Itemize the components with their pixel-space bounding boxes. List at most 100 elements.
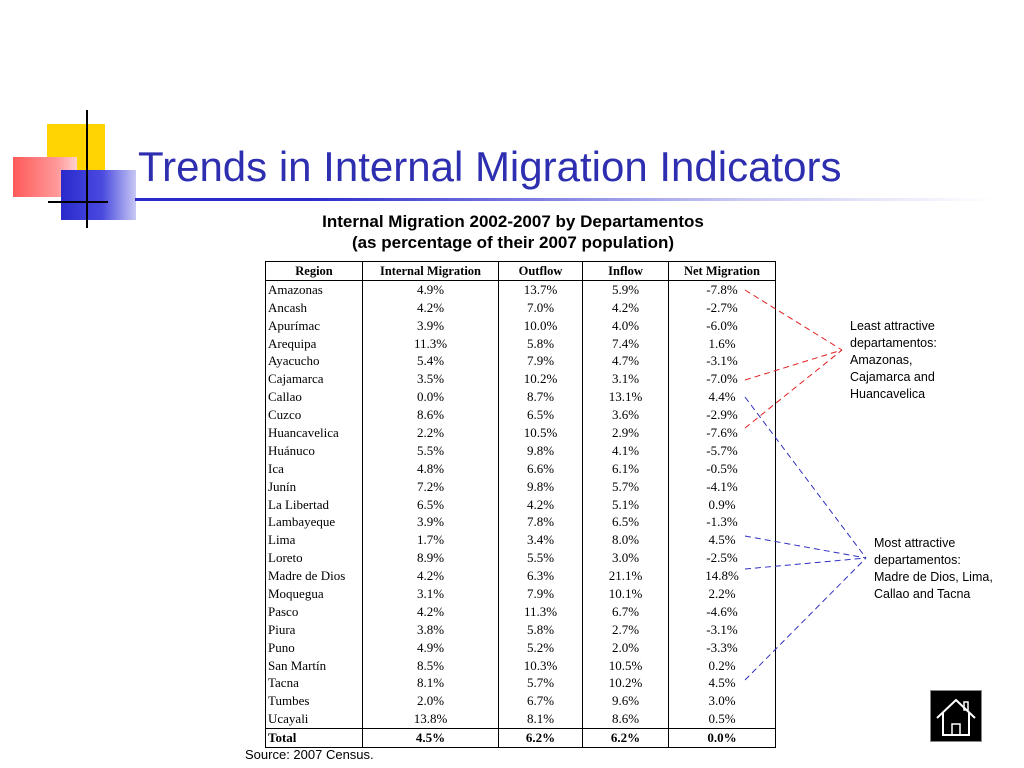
header-outflow: Outflow bbox=[498, 261, 583, 281]
cell-outflow: 5.7% bbox=[498, 674, 583, 693]
cell-internal-migration: 0.0% bbox=[362, 388, 499, 407]
cell-inflow: 4.1% bbox=[582, 441, 669, 460]
cell-internal-migration: 7.2% bbox=[362, 477, 499, 496]
cell-region: Ayacucho bbox=[265, 352, 363, 371]
cell-internal-migration: 3.9% bbox=[362, 316, 499, 335]
most-attractive-note: Most attractive departamentos: Madre de … bbox=[874, 536, 993, 601]
cell-internal-migration: 8.1% bbox=[362, 674, 499, 693]
table-total-row: Total 4.5% 6.2% 6.2% 0.0% bbox=[265, 728, 776, 748]
table-body: Amazonas 4.9% 13.7% 5.9% -7.8% Ancash 4.2% 7.0%… bbox=[265, 280, 776, 748]
cell-net-migration: 0.5% bbox=[708, 711, 736, 727]
cell-inflow: 8.0% bbox=[582, 531, 669, 550]
cell-region: Lambayeque bbox=[265, 513, 363, 532]
decorative-vertical-line bbox=[86, 110, 88, 228]
total-cell-net-migration: 0.0% bbox=[668, 728, 776, 748]
table-row: Lima 1.7% 3.4% 8.0% 4.5% bbox=[265, 531, 776, 550]
title-underline bbox=[135, 198, 995, 201]
table-row: Cuzco 8.6% 6.5% 3.6% -2.9% bbox=[265, 406, 776, 425]
cell-internal-migration: 1.7% bbox=[362, 531, 499, 550]
cell-net-migration: 0.9% bbox=[708, 496, 736, 512]
cell-inflow: 5.7% bbox=[582, 477, 669, 496]
cell-outflow: 6.5% bbox=[498, 406, 583, 425]
cell-inflow: 2.7% bbox=[582, 620, 669, 639]
cell-inflow: 8.6% bbox=[582, 710, 669, 729]
cell-internal-migration: 3.8% bbox=[362, 620, 499, 639]
cell-net-migration: -0.5% bbox=[706, 460, 738, 476]
table-row: Callao 0.0% 8.7% 13.1% 4.4% bbox=[265, 388, 776, 407]
cell-net-migration: -3.1% bbox=[706, 621, 738, 637]
cell-inflow: 2.9% bbox=[582, 424, 669, 442]
cell-internal-migration: 4.2% bbox=[362, 298, 499, 317]
total-cell-inflow: 6.2% bbox=[582, 728, 669, 748]
cell-outflow: 7.9% bbox=[498, 352, 583, 371]
table-row: Loreto 8.9% 5.5% 3.0% -2.5% bbox=[265, 549, 776, 568]
table-row: Huancavelica 2.2% 10.5% 2.9% -7.6% bbox=[265, 424, 776, 442]
total-cell-internal-migration: 4.5% bbox=[362, 728, 499, 748]
cell-internal-migration: 13.8% bbox=[362, 710, 499, 729]
header-inflow: Inflow bbox=[582, 261, 669, 281]
cell-outflow: 4.2% bbox=[498, 495, 583, 514]
table-header-row: Region Internal Migration Outflow Inflow… bbox=[265, 261, 776, 281]
cell-region: Puno bbox=[265, 638, 363, 657]
cell-net-migration: 4.5% bbox=[708, 532, 736, 548]
cell-inflow: 4.7% bbox=[582, 352, 669, 371]
table-row: La Libertad 6.5% 4.2% 5.1% 0.9% bbox=[265, 495, 776, 514]
cell-inflow: 5.1% bbox=[582, 495, 669, 514]
header-region: Region bbox=[265, 261, 363, 281]
cell-internal-migration: 5.4% bbox=[362, 352, 499, 371]
cell-region: Lima bbox=[265, 531, 363, 550]
cell-region: Tacna bbox=[265, 674, 363, 693]
cell-outflow: 9.8% bbox=[498, 441, 583, 460]
cell-inflow: 4.0% bbox=[582, 316, 669, 335]
cell-inflow: 3.1% bbox=[582, 370, 669, 389]
cell-internal-migration: 4.8% bbox=[362, 459, 499, 478]
home-button[interactable] bbox=[930, 690, 982, 742]
table-row: Puno 4.9% 5.2% 2.0% -3.3% bbox=[265, 638, 776, 657]
cell-internal-migration: 3.9% bbox=[362, 513, 499, 532]
table-row: Ayacucho 5.4% 7.9% 4.7% -3.1% bbox=[265, 352, 776, 371]
cell-net-migration: 4.5% bbox=[708, 675, 736, 691]
cell-net-migration: 0.2% bbox=[708, 657, 736, 673]
table-row: Ica 4.8% 6.6% 6.1% -0.5% bbox=[265, 459, 776, 478]
table-row: Cajamarca 3.5% 10.2% 3.1% -7.0% bbox=[265, 370, 776, 389]
table-row: Lambayeque 3.9% 7.8% 6.5% -1.3% bbox=[265, 513, 776, 532]
decorative-blue-square bbox=[61, 170, 136, 220]
table-row: Madre de Dios 4.2% 6.3% 21.1% 14.8% bbox=[265, 567, 776, 586]
cell-outflow: 5.5% bbox=[498, 549, 583, 568]
cell-inflow: 21.1% bbox=[582, 567, 669, 586]
table-caption-line1: Internal Migration 2002-2007 by Departam… bbox=[322, 212, 704, 231]
cell-internal-migration: 4.9% bbox=[362, 280, 499, 299]
cell-region: Tumbes bbox=[265, 692, 363, 711]
cell-region: Ancash bbox=[265, 298, 363, 317]
cell-inflow: 7.4% bbox=[582, 334, 669, 353]
table-row: Ancash 4.2% 7.0% 4.2% -2.7% bbox=[265, 298, 776, 317]
cell-outflow: 8.1% bbox=[498, 710, 583, 729]
cell-net-migration: -7.6% bbox=[706, 424, 738, 440]
table-row: Huánuco 5.5% 9.8% 4.1% -5.7% bbox=[265, 441, 776, 460]
total-cell-region: Total bbox=[265, 728, 363, 748]
table-row: Amazonas 4.9% 13.7% 5.9% -7.8% bbox=[265, 280, 776, 299]
cell-region: Cajamarca bbox=[265, 370, 363, 389]
table-caption-line2: (as percentage of their 2007 population) bbox=[351, 233, 675, 252]
cell-inflow: 10.2% bbox=[582, 674, 669, 693]
cell-region: Amazonas bbox=[265, 280, 363, 299]
table-row: Pasco 4.2% 11.3% 6.7% -4.6% bbox=[265, 602, 776, 621]
cell-inflow: 5.9% bbox=[582, 280, 669, 299]
cell-internal-migration: 6.5% bbox=[362, 495, 499, 514]
cell-outflow: 3.4% bbox=[498, 531, 583, 550]
cell-net-migration: -3.1% bbox=[706, 353, 738, 369]
cell-inflow: 10.5% bbox=[582, 656, 669, 675]
cell-region: Apurímac bbox=[265, 316, 363, 335]
cell-net-migration: -2.7% bbox=[706, 299, 738, 315]
cell-outflow: 13.7% bbox=[498, 280, 583, 299]
cell-region: Junín bbox=[265, 477, 363, 496]
cell-inflow: 3.0% bbox=[582, 549, 669, 568]
cell-inflow: 6.7% bbox=[582, 602, 669, 621]
cell-region: Ucayali bbox=[265, 710, 363, 729]
cell-outflow: 6.3% bbox=[498, 567, 583, 586]
cell-internal-migration: 4.9% bbox=[362, 638, 499, 657]
cell-outflow: 7.0% bbox=[498, 298, 583, 317]
cell-outflow: 10.0% bbox=[498, 316, 583, 335]
cell-internal-migration: 8.9% bbox=[362, 549, 499, 568]
least-attractive-note: Least attractive departamentos: Amazonas… bbox=[850, 319, 937, 401]
